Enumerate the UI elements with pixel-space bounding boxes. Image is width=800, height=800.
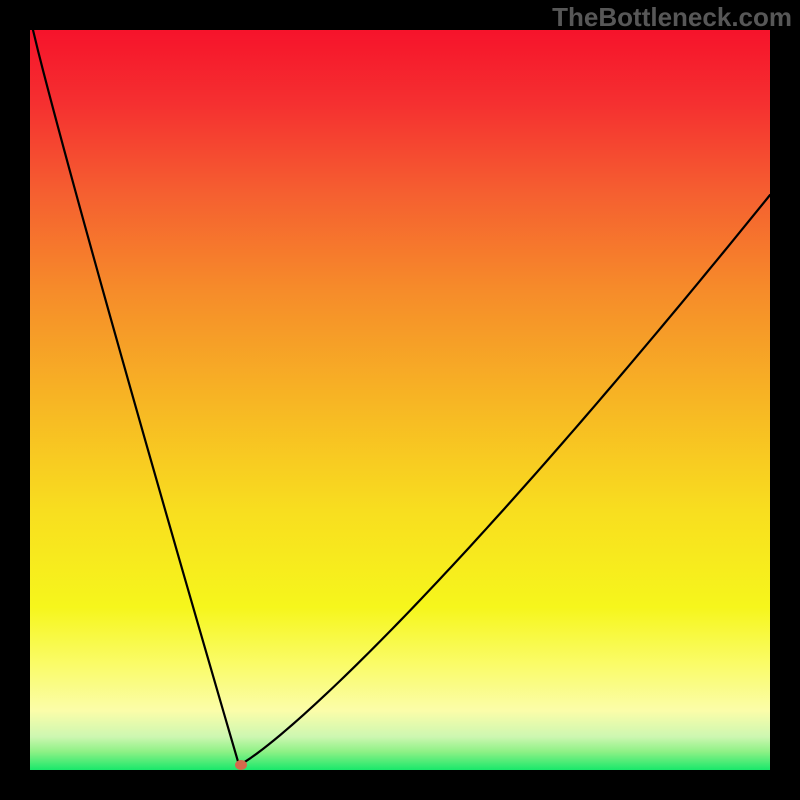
plot-area — [30, 30, 770, 770]
watermark-text: TheBottleneck.com — [552, 2, 792, 33]
chart-container: TheBottleneck.com — [0, 0, 800, 800]
